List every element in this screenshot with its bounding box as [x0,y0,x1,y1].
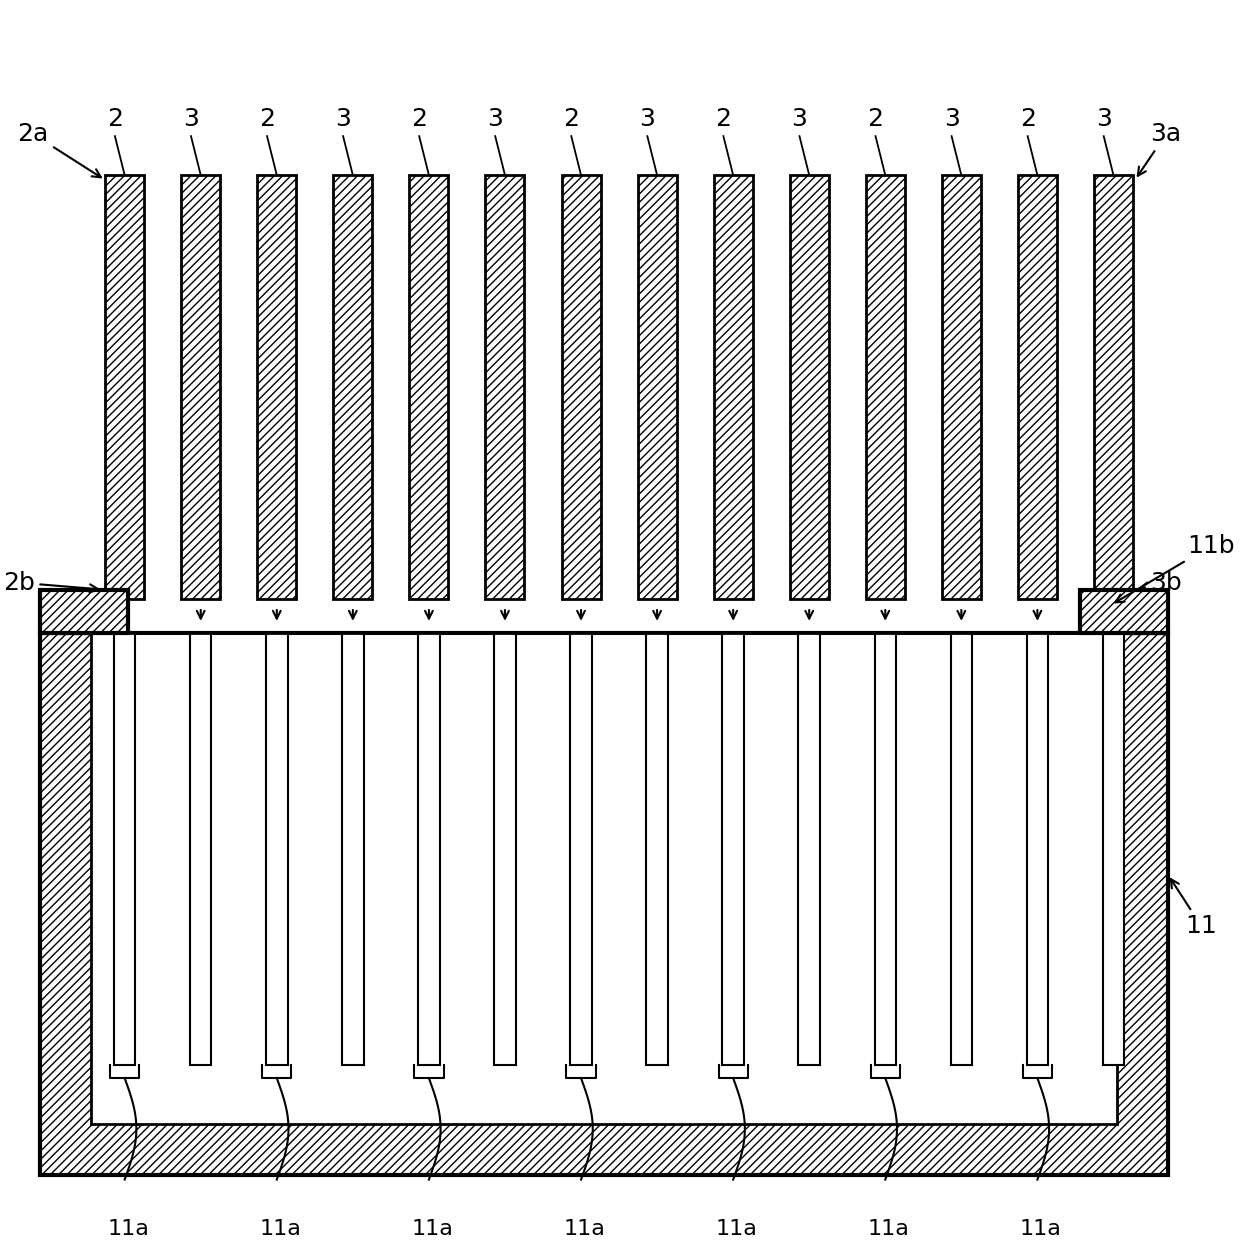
Text: 3: 3 [1096,107,1111,131]
Bar [562,175,600,599]
Bar [495,634,516,1065]
Text: 3: 3 [335,107,351,131]
Text: 3b: 3b [1140,570,1182,595]
Text: 11a: 11a [564,1219,605,1239]
Bar [257,175,296,599]
Bar [790,175,828,599]
Bar [951,634,972,1065]
Bar [866,175,905,599]
Bar [334,175,372,599]
Text: 11b: 11b [1116,534,1235,602]
Text: 2a: 2a [17,122,100,177]
Bar [40,590,128,634]
Bar [40,634,1168,1175]
Bar [409,175,449,599]
Bar [562,175,600,599]
Bar [257,175,296,599]
Bar [1018,175,1056,599]
Bar [942,175,981,599]
Bar [874,634,897,1065]
Text: 2: 2 [412,107,427,131]
Bar [1102,634,1125,1065]
Text: 3: 3 [184,107,198,131]
Text: 3: 3 [944,107,960,131]
Bar [181,175,221,599]
Bar [714,175,753,599]
Text: 2: 2 [715,107,732,131]
Text: 2: 2 [259,107,275,131]
Bar [91,634,1117,1124]
Bar [646,634,668,1065]
Text: 2b: 2b [2,570,98,595]
Bar [637,175,677,599]
Bar [105,175,144,599]
Text: 11a: 11a [107,1219,149,1239]
Text: 11a: 11a [715,1219,758,1239]
Bar [1018,175,1056,599]
Bar [342,634,363,1065]
Bar [267,634,288,1065]
Bar [1080,590,1168,634]
Text: 11a: 11a [1021,1219,1061,1239]
Text: 11a: 11a [868,1219,910,1239]
Bar [418,634,440,1065]
Bar [190,634,212,1065]
Bar [105,175,144,599]
Text: 2: 2 [1019,107,1035,131]
Bar [790,175,828,599]
Text: 3a: 3a [1138,122,1182,176]
Bar [1094,175,1133,599]
Bar [637,175,677,599]
Text: 3: 3 [791,107,807,131]
Bar [486,175,525,599]
Text: 3: 3 [640,107,655,131]
Text: 2: 2 [107,107,123,131]
Text: 11a: 11a [259,1219,301,1239]
Text: 11: 11 [1171,879,1218,939]
Text: 2: 2 [868,107,884,131]
Text: 11a: 11a [412,1219,454,1239]
Bar [570,634,591,1065]
Bar [40,634,1168,1175]
Bar [114,634,135,1065]
Bar [334,175,372,599]
Bar [1094,175,1133,599]
Bar [486,175,525,599]
Bar [714,175,753,599]
Text: 3: 3 [487,107,503,131]
Bar [40,590,128,634]
Bar [1027,634,1048,1065]
Bar [1080,590,1168,634]
Bar [723,634,744,1065]
Bar [866,175,905,599]
Bar [181,175,221,599]
Bar [799,634,820,1065]
Text: 2: 2 [563,107,579,131]
Bar [409,175,449,599]
Bar [942,175,981,599]
